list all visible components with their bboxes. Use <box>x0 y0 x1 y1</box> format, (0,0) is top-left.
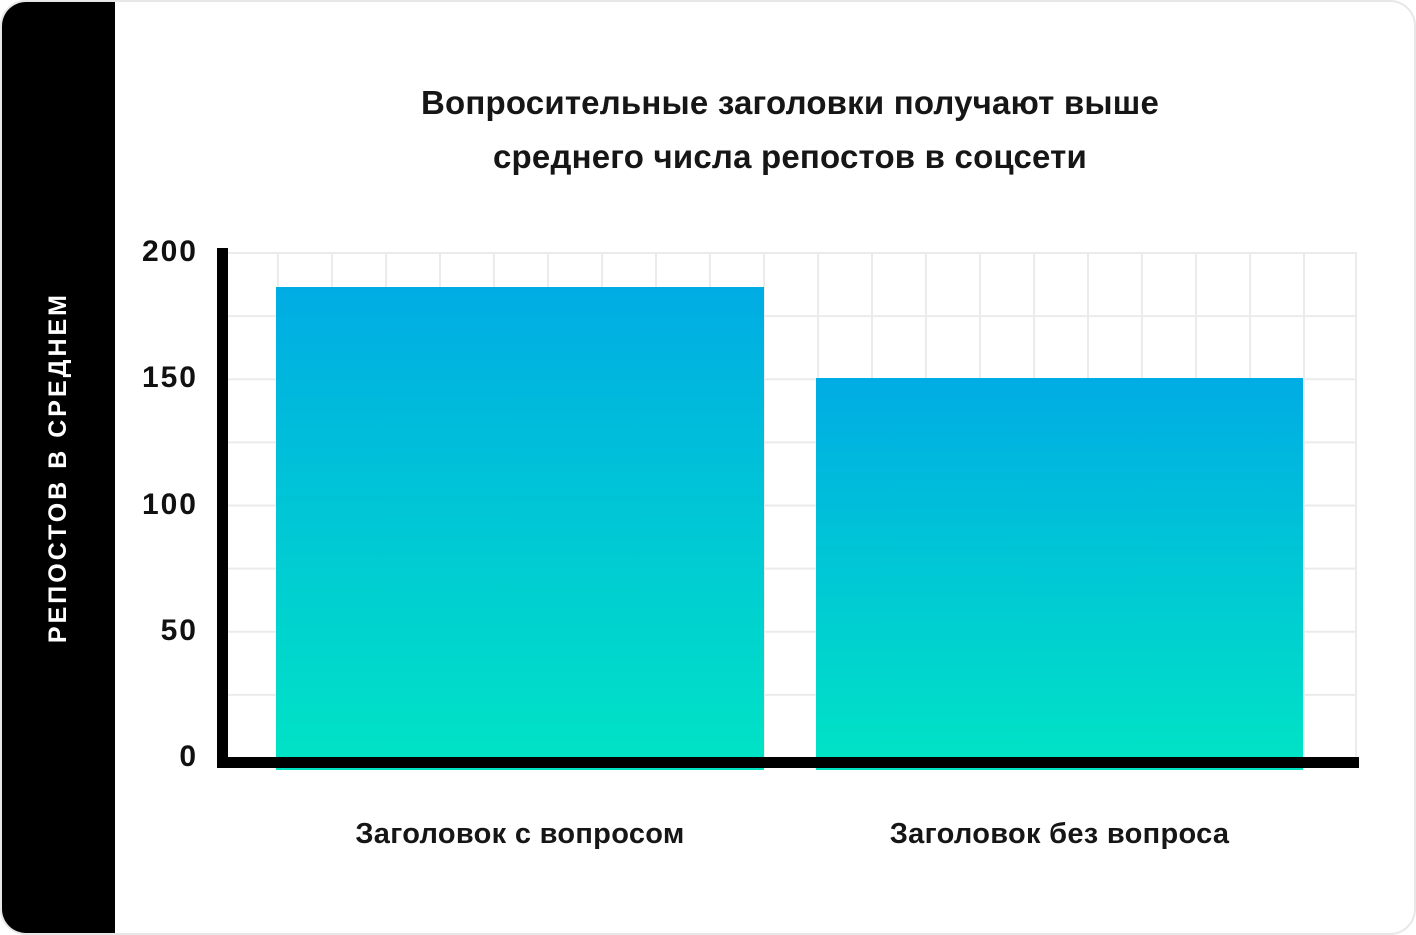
bar-0 <box>276 287 764 770</box>
category-label-question: Заголовок с вопросом <box>355 818 685 850</box>
y-tick-label-0: 0 <box>179 740 198 773</box>
y-axis-line <box>217 248 228 768</box>
bar-1 <box>816 378 1303 770</box>
y-tick-label-200: 200 <box>141 235 198 268</box>
chart-title-line-1: Вопросительные заголовки получают выше <box>420 84 1160 121</box>
chart-title: Вопросительные заголовки получают выше с… <box>223 76 1357 184</box>
y-tick-label-50: 50 <box>160 613 198 647</box>
x-axis-line <box>217 757 1359 768</box>
y-axis-band: РЕПОСТОВ В СРЕДНЕМ <box>2 2 115 933</box>
y-axis-tick-labels: 200 150 100 50 0 <box>2 235 198 773</box>
chart-title-line-2: среднего числа репостов в соцсети <box>492 138 1087 175</box>
y-tick-label-100: 100 <box>141 487 198 521</box>
plot-area <box>217 248 1359 770</box>
y-tick-label-150: 150 <box>141 361 198 395</box>
category-label-no-question: Заголовок без вопроса <box>889 818 1230 850</box>
